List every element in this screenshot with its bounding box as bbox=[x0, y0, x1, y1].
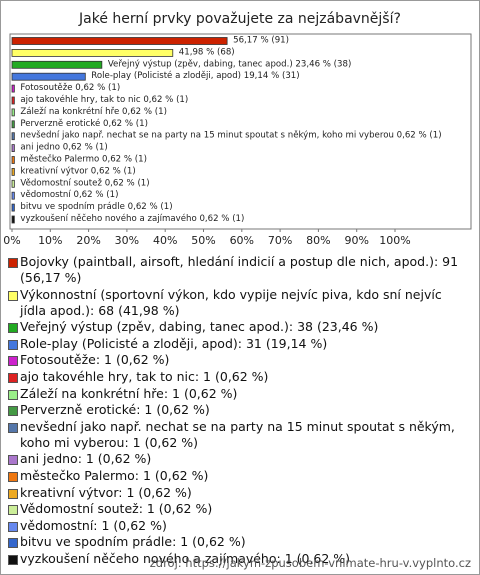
x-tick-label: 60% bbox=[230, 234, 254, 247]
bar bbox=[11, 179, 15, 188]
legend-label: nevšední jako např. nechat se na party n… bbox=[20, 418, 455, 450]
legend-swatch bbox=[8, 521, 18, 532]
x-tick-label: 10% bbox=[38, 234, 62, 247]
legend-entry: městečko Palermo: 1 (0,62 %) bbox=[7, 468, 469, 484]
legend-label: Výkonnostní (sportovní výkon, kdo vypije… bbox=[20, 286, 442, 318]
legend-swatch bbox=[8, 323, 18, 334]
bar bbox=[11, 167, 15, 176]
bar bbox=[11, 96, 15, 105]
legend-swatch bbox=[8, 389, 18, 400]
legend-entry: Fotosoutěže: 1 (0,62 %) bbox=[7, 352, 469, 368]
legend-entry: ani jedno: 1 (0,62 %) bbox=[7, 451, 469, 467]
data-label: 41,98 % (68) bbox=[179, 47, 235, 57]
x-tick-label: 30% bbox=[115, 234, 139, 247]
data-label: 56,17 % (91) bbox=[233, 36, 289, 46]
data-label: kreativní výtvor 0,62 % (1) bbox=[20, 166, 135, 176]
bar bbox=[11, 84, 15, 93]
bar bbox=[11, 132, 15, 141]
legend-label: Perverzně erotické: 1 (0,62 %) bbox=[20, 402, 210, 418]
legend-label: bitvu ve spodním prádle: 1 (0,62 %) bbox=[20, 534, 246, 550]
legend-label: Bojovky (paintball, airsoft, hledání ind… bbox=[20, 254, 459, 285]
legend-swatch bbox=[8, 471, 18, 482]
legend-swatch bbox=[8, 554, 18, 565]
legend-label: Vědomostní soutež: 1 (0,62 %) bbox=[20, 501, 213, 517]
legend-entry: Perverzně erotické: 1 (0,62 %) bbox=[7, 402, 469, 418]
data-label: vyzkoušení něčeho nového a zajímavého 0,… bbox=[20, 213, 244, 224]
data-label: Fotosoutěže 0,62 % (1) bbox=[20, 82, 120, 93]
bar bbox=[11, 72, 86, 81]
bar bbox=[11, 120, 15, 129]
legend-swatch bbox=[8, 406, 18, 417]
legend-label: Záleží na konkrétní hře: 1 (0,62 %) bbox=[20, 385, 238, 401]
legend-label: kreativní výtvor: 1 (0,62 %) bbox=[20, 484, 192, 500]
legend-entry: vyzkoušení něčeho nového a zajímavého: 1… bbox=[7, 551, 469, 567]
legend-swatch bbox=[8, 356, 18, 367]
data-label: Veřejný výstup (zpěv, dabing, tanec apod… bbox=[108, 58, 351, 69]
bar bbox=[11, 37, 228, 45]
legend-label: vyzkoušení něčeho nového a zajímavého: 1… bbox=[20, 550, 351, 566]
data-label: vědomostní 0,62 % (1) bbox=[20, 189, 118, 200]
data-label: Vědomostní soutež 0,62 % (1) bbox=[20, 177, 149, 188]
legend-entry: kreativní výtvor: 1 (0,62 %) bbox=[7, 485, 469, 501]
legend-label: vědomostní: 1 (0,62 %) bbox=[20, 517, 167, 533]
legend-entry: Role-play (Policisté a zloději, apod): 3… bbox=[7, 336, 469, 352]
legend-label: Veřejný výstup (zpěv, dabing, tanec apod… bbox=[20, 319, 379, 335]
legend-swatch bbox=[8, 505, 18, 516]
x-tick-label: 100% bbox=[379, 234, 410, 247]
legend-swatch bbox=[8, 339, 18, 350]
bar bbox=[11, 203, 15, 212]
data-label: ajo takovéhle hry, tak to nic 0,62 % (1) bbox=[20, 94, 188, 105]
legend-entry: Veřejný výstup (zpěv, dabing, tanec apod… bbox=[7, 319, 469, 335]
chart-title: Jaké herní prvky považujete za nejzábavn… bbox=[78, 11, 401, 27]
legend-label: Role-play (Policisté a zloději, apod): 3… bbox=[20, 335, 328, 351]
data-label: Perverzně erotické 0,62 % (1) bbox=[20, 118, 148, 129]
data-label: městečko Palermo 0,62 % (1) bbox=[20, 154, 147, 165]
legend-entry: Vědomostní soutež: 1 (0,62 %) bbox=[7, 501, 469, 517]
legend-swatch bbox=[8, 488, 18, 499]
bar bbox=[11, 108, 15, 117]
legend-swatch bbox=[8, 372, 18, 383]
legend-entry: nevšední jako např. nechat se na party n… bbox=[7, 419, 469, 451]
legend-swatch bbox=[8, 290, 18, 301]
legend-swatch bbox=[8, 422, 18, 433]
x-tick-label: 90% bbox=[344, 234, 368, 247]
bar bbox=[11, 191, 15, 200]
legend-swatch bbox=[8, 538, 18, 549]
x-tick-label: 70% bbox=[268, 234, 292, 247]
legend-entry: Bojovky (paintball, airsoft, hledání ind… bbox=[7, 254, 469, 286]
legend: Bojovky (paintball, airsoft, hledání ind… bbox=[7, 254, 469, 568]
bar bbox=[11, 156, 15, 164]
plot-frame bbox=[9, 33, 472, 230]
x-tick-label: 20% bbox=[76, 234, 100, 247]
data-label: Role-play (Policisté a zloději, apod) 19… bbox=[91, 70, 299, 81]
legend-entry: Záleží na konkrétní hře: 1 (0,62 %) bbox=[7, 386, 469, 402]
x-tick-label: 40% bbox=[153, 234, 177, 247]
data-label: nevšední jako např. nechat se na party n… bbox=[20, 130, 441, 141]
bar bbox=[11, 144, 15, 153]
legend-entry: ajo takovéhle hry, tak to nic: 1 (0,62 %… bbox=[7, 369, 469, 385]
legend-swatch bbox=[8, 455, 18, 466]
bar bbox=[11, 49, 174, 57]
legend-label: ani jedno: 1 (0,62 %) bbox=[20, 451, 152, 467]
x-tick-label: 0% bbox=[3, 234, 20, 247]
bar bbox=[11, 60, 103, 69]
legend-entry: Výkonnostní (sportovní výkon, kdo vypije… bbox=[7, 287, 469, 319]
legend-entry: bitvu ve spodním prádle: 1 (0,62 %) bbox=[7, 534, 469, 550]
data-label: ani jedno 0,62 % (1) bbox=[20, 143, 107, 153]
x-tick-label: 50% bbox=[191, 234, 215, 247]
data-label: Záleží na konkrétní hře 0,62 % (1) bbox=[20, 106, 167, 117]
legend-label: ajo takovéhle hry, tak to nic: 1 (0,62 %… bbox=[20, 368, 269, 384]
data-label: bitvu ve spodním prádle 0,62 % (1) bbox=[20, 202, 172, 212]
source: zdroj: https://jakym-zpusobem-vnimate-hr… bbox=[149, 556, 471, 570]
legend-label: Fotosoutěže: 1 (0,62 %) bbox=[20, 352, 170, 368]
x-tick-label: 80% bbox=[306, 234, 330, 247]
legend-label: městečko Palermo: 1 (0,62 %) bbox=[20, 467, 209, 483]
bar bbox=[11, 215, 15, 224]
chart: Jaké herní prvky považujete za nejzábavn… bbox=[3, 11, 472, 247]
legend-swatch bbox=[8, 258, 18, 268]
legend-entry: vědomostní: 1 (0,62 %) bbox=[7, 518, 469, 534]
